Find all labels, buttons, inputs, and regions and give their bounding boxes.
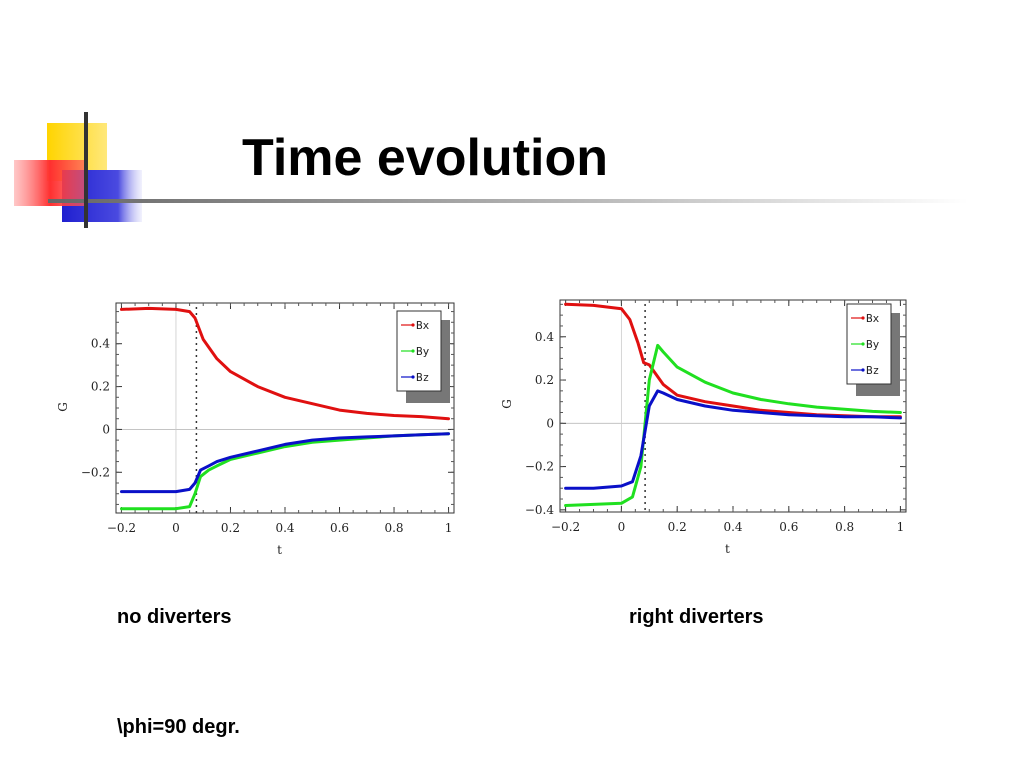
legend-marker-bx xyxy=(861,316,865,320)
y-tick-label: 0 xyxy=(546,416,554,430)
legend-label-bx: Bx xyxy=(416,319,430,332)
legend-label-bz: Bz xyxy=(416,371,429,384)
series-line-bz xyxy=(564,389,902,490)
slide-title: Time evolution xyxy=(242,129,608,187)
x-tick-label: 0.2 xyxy=(221,521,240,535)
legend-marker-bx xyxy=(411,323,415,327)
legend-marker-bz xyxy=(411,375,415,379)
y-tick-label: 0.2 xyxy=(535,373,554,387)
phi-note: \phi=90 degr. xyxy=(117,716,240,738)
chart-right-diverters: −0.2 0 0.2 0.4 0.6 0.8 1 −0.4 −0.2 0 0.2 0.4 t G Bx By B… xyxy=(500,299,907,556)
red-square xyxy=(14,160,86,206)
legend-label-bx: Bx xyxy=(866,312,880,325)
chart-no-diverters: −0.2 0 0.2 0.4 0.6 0.8 1 −0.2 0 0.2 0.4 t G Bx By Bz xyxy=(56,302,455,557)
x-tick-label: 0.8 xyxy=(835,520,854,534)
x-tick-label: −0.2 xyxy=(107,521,136,535)
y-axis-title: G xyxy=(500,399,514,409)
y-axis-title: G xyxy=(56,402,70,412)
x-tick-label: 0.4 xyxy=(275,521,294,535)
series-line-bx xyxy=(120,306,450,421)
y-tick-label: −0.4 xyxy=(525,503,555,517)
x-axis-title: t xyxy=(725,542,730,556)
caption-right-diverters: right diverters xyxy=(629,606,764,628)
legend-box xyxy=(396,310,442,392)
y-tick-label: 0.4 xyxy=(91,337,110,351)
series-line-bz xyxy=(120,432,450,494)
x-tick-label: 0 xyxy=(618,520,626,534)
legend-marker-by xyxy=(861,342,865,346)
x-tick-label: 0.8 xyxy=(384,521,403,535)
x-tick-label: 0.2 xyxy=(668,520,687,534)
title-underline xyxy=(48,199,968,203)
x-tick-label: 0 xyxy=(172,521,180,535)
series-line-by xyxy=(564,343,902,507)
legend-label-by: By xyxy=(866,338,880,351)
x-tick-label: −0.2 xyxy=(551,520,580,534)
y-tick-label: 0.4 xyxy=(535,330,554,344)
caption-no-diverters: no diverters xyxy=(117,606,232,628)
x-tick-label: 1 xyxy=(897,520,905,534)
x-tick-label: 0.6 xyxy=(330,521,349,535)
y-tick-label: 0.2 xyxy=(91,380,110,394)
legend-marker-by xyxy=(411,349,415,353)
x-tick-label: 0.6 xyxy=(779,520,798,534)
x-tick-label: 1 xyxy=(445,521,453,535)
y-tick-label: 0 xyxy=(102,422,110,436)
legend-marker-bz xyxy=(861,368,865,372)
vertical-divider xyxy=(84,112,88,228)
y-tick-label: −0.2 xyxy=(81,465,110,479)
y-tick-label: −0.2 xyxy=(525,460,554,474)
x-tick-label: 0.4 xyxy=(723,520,742,534)
legend-label-by: By xyxy=(416,345,430,358)
slide-decoration xyxy=(14,112,968,228)
legend-label-bz: Bz xyxy=(866,364,879,377)
x-axis-title: t xyxy=(277,543,282,557)
